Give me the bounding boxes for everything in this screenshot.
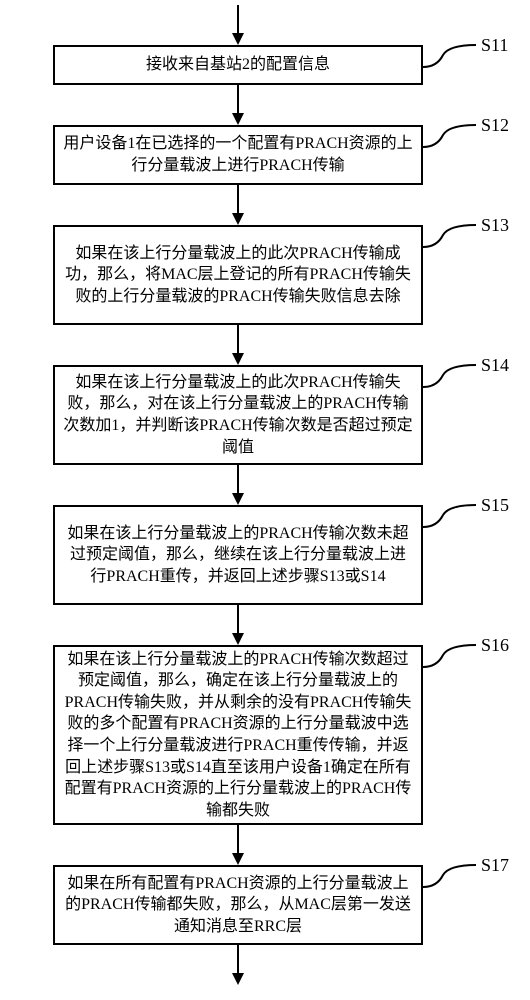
flow-step-s13: 如果在该上行分量载波上的此次PRACH传输成功，那么，将MAC层上登记的所有PR…: [53, 225, 423, 325]
label-connector-s14: [421, 363, 481, 397]
step-label-s12: S12: [481, 115, 509, 136]
label-connector-s12: [421, 123, 481, 157]
flowchart-container: 接收来自基站2的配置信息 S11 用户设备1在已选择的一个配置有PRACH资源的上行…: [0, 0, 530, 1000]
arrow-head-6: [232, 853, 244, 865]
flow-step-s12: 用户设备1在已选择的一个配置有PRACH资源的上行分量载波上进行PRACH传输: [53, 125, 423, 185]
step-label-s15: S15: [481, 495, 509, 516]
step-label-s13: S13: [481, 215, 509, 236]
arrow-line-3: [237, 325, 239, 353]
arrow-head-3: [232, 353, 244, 365]
arrow-line-1: [237, 85, 239, 113]
arrow-head-7: [232, 973, 244, 985]
arrow-head-2: [232, 213, 244, 225]
flow-step-s16: 如果在该上行分量载波上的PRACH传输次数超过预定阈值，那么，确定在该上行分量载…: [53, 645, 423, 825]
label-connector-s16: [421, 643, 481, 677]
arrow-line-7: [237, 945, 239, 973]
step-label-s11: S11: [481, 35, 508, 56]
arrow-head-1: [232, 113, 244, 125]
arrow-head-0: [232, 33, 244, 45]
arrow-line-6: [237, 825, 239, 853]
flow-step-s11: 接收来自基站2的配置信息: [53, 45, 423, 85]
label-connector-s17: [421, 863, 481, 897]
step-label-s14: S14: [481, 355, 509, 376]
flow-step-s14: 如果在该上行分量载波上的此次PRACH传输失败，那么，对在该上行分量载波上的PR…: [53, 365, 423, 465]
arrow-head-4: [232, 493, 244, 505]
label-connector-s11: [421, 43, 481, 77]
arrow-line-4: [237, 465, 239, 493]
step-label-s16: S16: [481, 635, 509, 656]
label-connector-s13: [421, 223, 481, 257]
label-connector-s15: [421, 503, 481, 537]
step-label-s17: S17: [481, 855, 509, 876]
arrow-head-5: [232, 633, 244, 645]
arrow-line-0: [237, 5, 239, 33]
flow-step-s15: 如果在该上行分量载波上的PRACH传输次数未超过预定阈值，那么，继续在该上行分量…: [53, 505, 423, 605]
arrow-line-2: [237, 185, 239, 213]
arrow-line-5: [237, 605, 239, 633]
flow-step-s17: 如果在所有配置有PRACH资源的上行分量载波上的PRACH传输都失败，那么，从M…: [53, 865, 423, 945]
